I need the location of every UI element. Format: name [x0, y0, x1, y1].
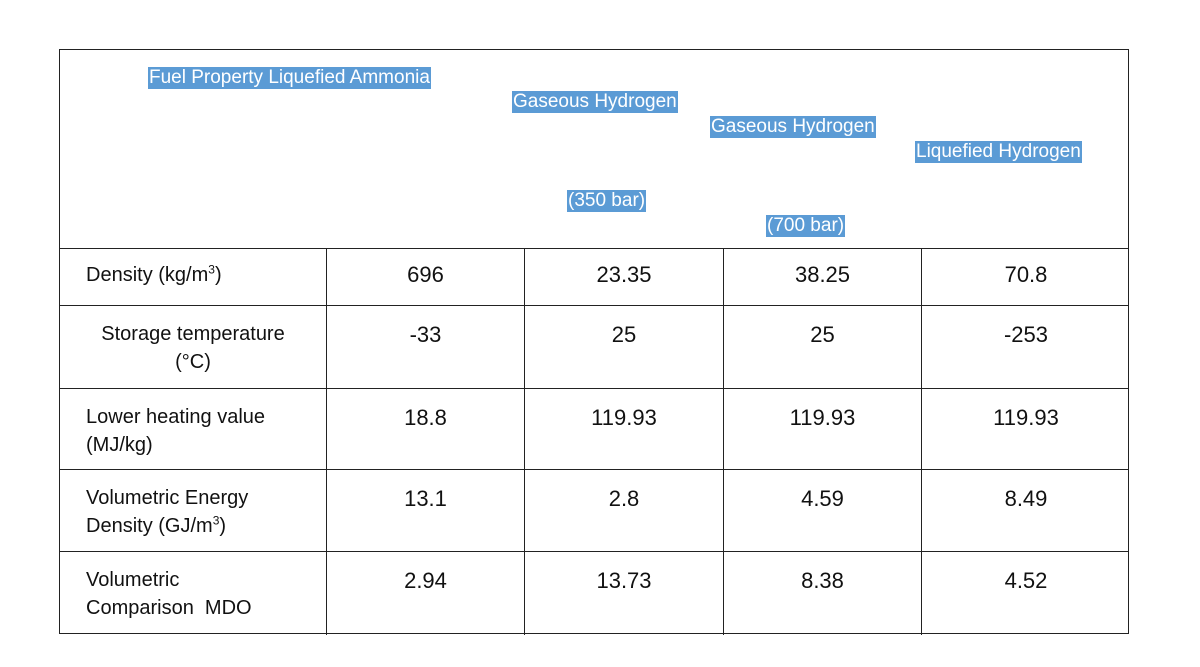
table-cell: -253	[921, 306, 1130, 388]
table-cell: 696	[326, 249, 524, 305]
table-row: Lower heating value (MJ/kg) 18.8 119.93 1…	[60, 389, 1128, 470]
table-cell: 2.94	[326, 552, 524, 635]
table-cell: 70.8	[921, 249, 1130, 305]
row-label-density: Density (kg/m3)	[86, 262, 222, 286]
table-row: Density (kg/m3) 696 23.35 38.25 70.8	[60, 249, 1128, 306]
table-cell: 18.8	[326, 389, 524, 469]
table-cell: 25	[723, 306, 921, 388]
table-cell: -33	[326, 306, 524, 388]
table-row: Volumetric Energy Density (GJ/m3) 13.1 2…	[60, 470, 1128, 552]
header-liquefied-hydrogen: Liquefied Hydrogen	[915, 141, 1082, 163]
table-cell: 8.49	[921, 470, 1130, 551]
header-gaseous-hydrogen-700: Gaseous Hydrogen	[710, 116, 876, 138]
table-cell: 23.35	[524, 249, 723, 305]
row-label-volumetric-comparison-mdo: Volumetric Comparison MDO	[86, 569, 252, 619]
fuel-property-table: Fuel Property Liquefied Ammonia Gaseous …	[59, 49, 1129, 635]
table-cell: 38.25	[723, 249, 921, 305]
table-cell: 4.59	[723, 470, 921, 551]
table-cell: 2.8	[524, 470, 723, 551]
header-700-bar: (700 bar)	[766, 215, 846, 237]
table-header: Fuel Property Liquefied Ammonia Gaseous …	[60, 50, 1128, 249]
table-cell: 13.73	[524, 552, 723, 635]
header-fuel-property: Fuel Property Liquefied Ammonia	[148, 67, 431, 89]
row-label-volumetric-energy-density: Volumetric Energy Density (GJ/m3)	[86, 487, 249, 537]
table-cell: 119.93	[723, 389, 921, 469]
table-cell: 119.93	[921, 389, 1130, 469]
header-350-bar: (350 bar)	[567, 190, 647, 212]
table-cell: 119.93	[524, 389, 723, 469]
table-cell: 13.1	[326, 470, 524, 551]
table-row: Volumetric Comparison MDO 2.94 13.73 8.38…	[60, 552, 1128, 635]
table-cell: 8.38	[723, 552, 921, 635]
header-gaseous-hydrogen-350: Gaseous Hydrogen	[512, 91, 678, 113]
table-cell: 25	[524, 306, 723, 388]
table-row: Storage temperature (°C) -33 25 25 -253	[60, 306, 1128, 389]
row-label-lower-heating-value: Lower heating value (MJ/kg)	[86, 406, 266, 456]
row-label-storage-temperature: Storage temperature (°C)	[101, 323, 285, 373]
table-cell: 4.52	[921, 552, 1130, 635]
